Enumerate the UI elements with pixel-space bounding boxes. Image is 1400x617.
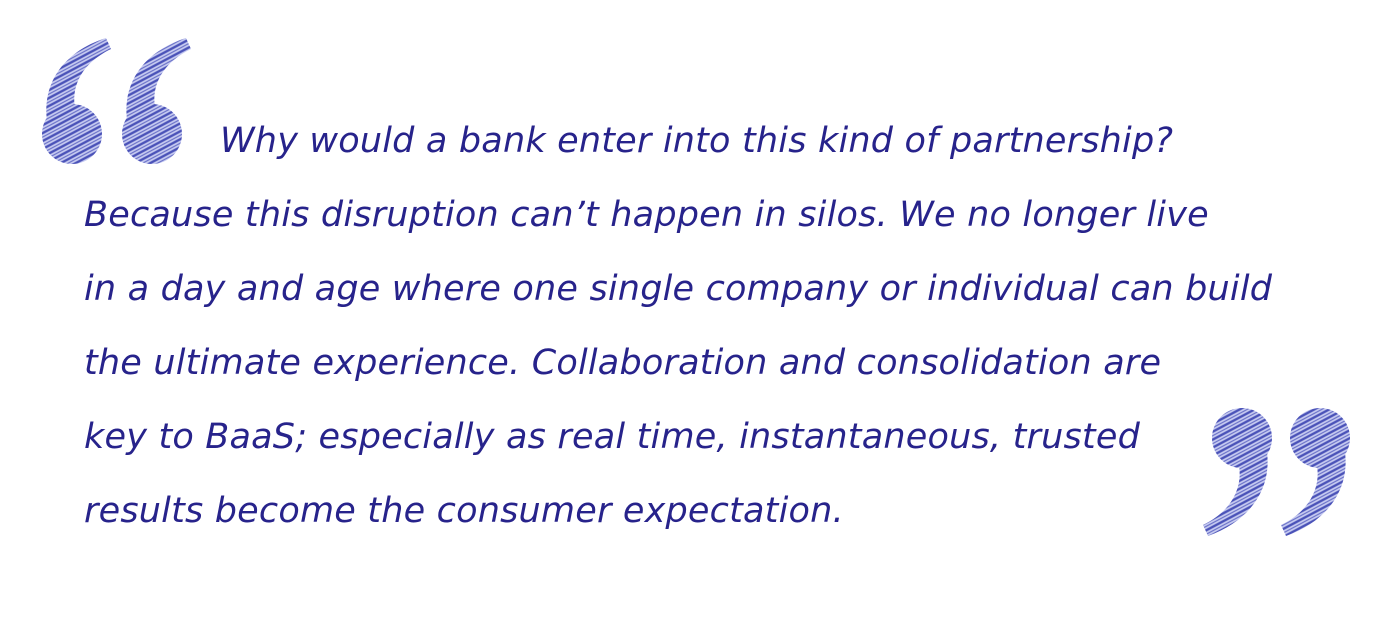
quote-line: in a day and age where one single compan…	[84, 269, 1273, 309]
quote-text: Why would a bank enter into this kind of…	[84, 104, 1272, 548]
quote-line: Because this disruption can’t happen in …	[84, 195, 1209, 235]
quote-line: key to BaaS; especially as real time, in…	[84, 417, 1140, 457]
quote-line: Why would a bank enter into this kind of…	[220, 121, 1174, 161]
close-quote-icon	[1203, 408, 1350, 536]
open-quote-icon	[42, 38, 191, 164]
quote-line: the ultimate experience. Collaboration a…	[84, 343, 1162, 383]
quote-line: results become the consumer expectation.	[84, 491, 844, 531]
